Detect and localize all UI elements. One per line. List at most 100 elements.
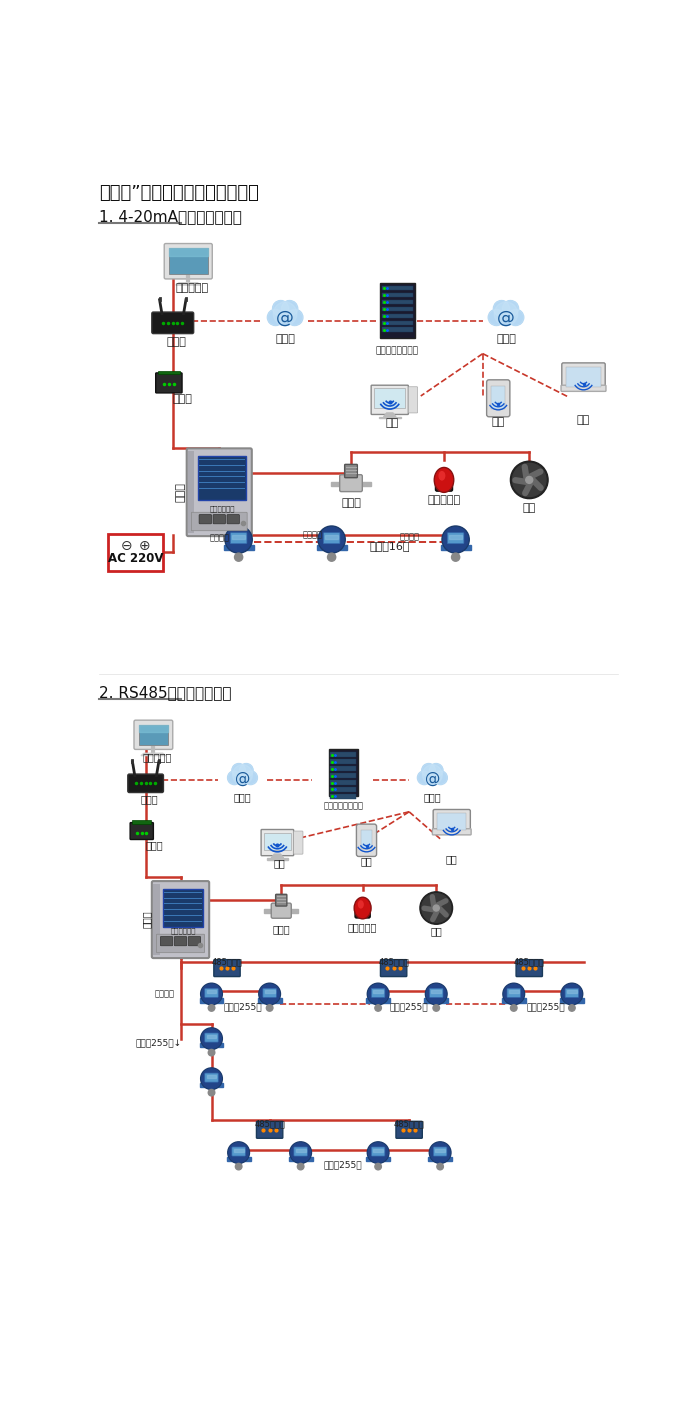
FancyBboxPatch shape: [382, 300, 413, 304]
Text: 信号输出: 信号输出: [155, 989, 175, 999]
Circle shape: [226, 528, 251, 552]
Circle shape: [273, 303, 297, 325]
FancyBboxPatch shape: [381, 283, 414, 338]
Text: @: @: [234, 771, 250, 787]
Polygon shape: [209, 1088, 214, 1093]
FancyBboxPatch shape: [408, 387, 418, 412]
FancyBboxPatch shape: [132, 820, 151, 825]
Circle shape: [368, 983, 389, 1005]
FancyBboxPatch shape: [344, 464, 358, 478]
Polygon shape: [332, 481, 341, 485]
FancyBboxPatch shape: [188, 452, 195, 533]
Ellipse shape: [434, 467, 454, 492]
Polygon shape: [428, 1157, 452, 1161]
Text: 485中继器: 485中继器: [254, 1119, 285, 1128]
FancyBboxPatch shape: [382, 293, 413, 297]
Text: 手机: 手机: [491, 416, 505, 426]
Circle shape: [259, 983, 281, 1005]
FancyBboxPatch shape: [382, 307, 413, 311]
Polygon shape: [449, 535, 462, 539]
Polygon shape: [209, 1003, 214, 1007]
Circle shape: [508, 310, 524, 325]
Polygon shape: [373, 991, 383, 993]
Polygon shape: [236, 550, 241, 557]
Circle shape: [433, 905, 440, 912]
Circle shape: [202, 1029, 221, 1048]
FancyBboxPatch shape: [330, 753, 356, 757]
Circle shape: [429, 764, 443, 777]
Polygon shape: [265, 909, 273, 913]
FancyBboxPatch shape: [227, 515, 239, 523]
Circle shape: [202, 985, 221, 1003]
Circle shape: [494, 301, 510, 317]
Text: 电磁阀: 电磁阀: [272, 924, 290, 934]
Polygon shape: [206, 1036, 216, 1038]
Polygon shape: [206, 1075, 216, 1078]
Text: ⊕: ⊕: [139, 539, 150, 553]
Text: 风机: 风机: [523, 504, 536, 514]
Text: 声光报警器: 声光报警器: [348, 922, 377, 931]
FancyBboxPatch shape: [330, 760, 356, 764]
FancyBboxPatch shape: [130, 823, 153, 840]
Circle shape: [375, 1164, 382, 1169]
Circle shape: [228, 1142, 249, 1164]
Circle shape: [368, 985, 388, 1003]
FancyBboxPatch shape: [340, 474, 363, 491]
FancyBboxPatch shape: [155, 373, 182, 393]
FancyBboxPatch shape: [516, 960, 542, 976]
Circle shape: [429, 1142, 451, 1164]
Circle shape: [234, 553, 243, 561]
Polygon shape: [227, 1157, 251, 1161]
Circle shape: [298, 1164, 304, 1169]
Polygon shape: [265, 991, 274, 993]
Polygon shape: [290, 909, 298, 913]
Circle shape: [232, 765, 253, 785]
FancyBboxPatch shape: [355, 908, 370, 917]
Circle shape: [208, 1050, 215, 1055]
Text: @: @: [497, 310, 515, 328]
Text: 485中继器: 485中继器: [514, 957, 545, 967]
Polygon shape: [326, 535, 338, 539]
Text: 通讯线: 通讯线: [141, 910, 151, 929]
Text: 风机: 风机: [430, 927, 442, 937]
Circle shape: [510, 461, 548, 498]
Polygon shape: [199, 1043, 223, 1047]
Circle shape: [229, 1142, 248, 1162]
Circle shape: [272, 301, 289, 317]
FancyBboxPatch shape: [328, 750, 358, 795]
Text: 可连接16个: 可连接16个: [370, 540, 410, 550]
FancyBboxPatch shape: [437, 813, 466, 830]
FancyBboxPatch shape: [139, 725, 168, 744]
Text: 可连接255台: 可连接255台: [527, 1002, 566, 1012]
FancyBboxPatch shape: [382, 314, 413, 318]
Polygon shape: [376, 1161, 380, 1166]
Circle shape: [526, 477, 533, 484]
Text: 转换器: 转换器: [146, 840, 163, 850]
Circle shape: [273, 303, 297, 325]
Polygon shape: [560, 999, 584, 1003]
FancyBboxPatch shape: [433, 1147, 447, 1157]
FancyBboxPatch shape: [205, 1074, 218, 1082]
FancyBboxPatch shape: [381, 960, 407, 976]
Circle shape: [328, 553, 336, 561]
Circle shape: [510, 1005, 517, 1012]
Text: 安帕尔网络服务器: 安帕尔网络服务器: [376, 346, 419, 355]
Circle shape: [421, 893, 451, 923]
FancyBboxPatch shape: [330, 781, 356, 785]
FancyBboxPatch shape: [152, 312, 194, 333]
Circle shape: [423, 765, 442, 785]
Circle shape: [417, 771, 431, 785]
FancyBboxPatch shape: [435, 480, 452, 491]
FancyBboxPatch shape: [486, 380, 510, 416]
Text: 机气猫”系列带显示固定式检测仪: 机气猫”系列带显示固定式检测仪: [99, 184, 259, 203]
FancyBboxPatch shape: [199, 515, 211, 523]
Circle shape: [417, 771, 431, 785]
Circle shape: [201, 1029, 223, 1050]
FancyBboxPatch shape: [361, 830, 372, 848]
Polygon shape: [298, 1161, 303, 1166]
Polygon shape: [453, 550, 459, 557]
Circle shape: [429, 764, 443, 777]
Text: 电脑: 电脑: [386, 418, 399, 428]
Circle shape: [281, 301, 298, 317]
Text: AC 220V: AC 220V: [108, 552, 163, 566]
